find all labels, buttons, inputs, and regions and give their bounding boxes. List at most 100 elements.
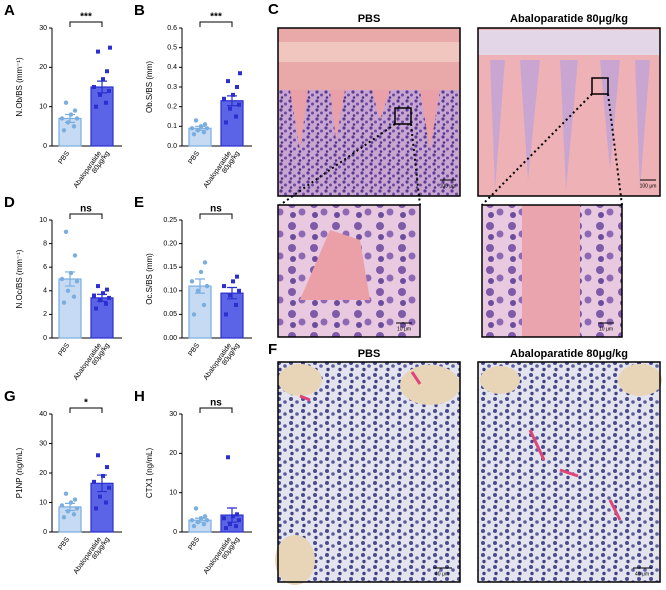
y-tick-label: 20 xyxy=(39,470,47,477)
y-tick-label: 0.10 xyxy=(163,288,177,295)
data-point xyxy=(104,301,108,306)
data-point xyxy=(68,500,74,505)
y-axis-label: Ob.S/BS (mm) xyxy=(145,61,154,113)
data-point xyxy=(191,312,197,317)
data-point xyxy=(237,518,241,523)
data-point xyxy=(228,293,232,298)
data-point xyxy=(71,512,77,517)
scale-label: 40 μm xyxy=(635,571,649,577)
data-point xyxy=(107,88,111,93)
data-point xyxy=(104,500,108,505)
panel-label: H xyxy=(134,388,145,405)
data-point xyxy=(94,104,98,109)
scale-label: 100 μm xyxy=(440,183,457,189)
data-point xyxy=(104,100,108,105)
y-tick-label: 10 xyxy=(39,217,47,224)
y-tick-label: 0.20 xyxy=(163,240,177,247)
y-axis-label: P1NP (ng/mL) xyxy=(15,447,24,498)
data-point xyxy=(234,524,238,529)
data-point xyxy=(228,106,232,111)
significance-bracket xyxy=(199,407,233,413)
x-tick-label: PBS xyxy=(187,536,201,552)
y-tick-label: 8 xyxy=(43,240,47,247)
data-point xyxy=(198,269,204,275)
data-point xyxy=(191,523,197,529)
ihc-image xyxy=(477,361,662,583)
y-tick-label: 0.00 xyxy=(163,335,177,342)
data-point xyxy=(61,300,67,305)
data-point xyxy=(92,479,96,484)
panel-label: E xyxy=(134,194,144,211)
significance-label: ns xyxy=(80,204,92,215)
histology-image xyxy=(477,27,661,197)
data-point xyxy=(224,526,228,531)
y-tick-label: 2 xyxy=(43,311,47,318)
significance-label: *** xyxy=(80,12,92,23)
data-point xyxy=(71,124,77,129)
data-point xyxy=(98,298,102,303)
image-title: PBS xyxy=(358,13,381,25)
y-tick-label: 30 xyxy=(169,411,177,418)
bar xyxy=(90,297,114,339)
significance-bracket xyxy=(69,213,103,219)
bar xyxy=(58,278,82,339)
data-point xyxy=(204,518,210,523)
data-point xyxy=(65,509,71,514)
data-point xyxy=(237,288,241,293)
data-point xyxy=(195,128,201,133)
scale-label: 100 μm xyxy=(640,183,657,189)
data-point xyxy=(107,295,111,300)
data-point xyxy=(63,229,69,234)
y-axis-label: N.Ob/BS (mm⁻¹) xyxy=(15,57,24,117)
data-point xyxy=(59,503,65,508)
image-title: Abaloparatide 80μg/kg xyxy=(510,348,628,360)
y-tick-label: 0.5 xyxy=(167,45,177,52)
data-point xyxy=(195,288,201,293)
y-tick-label: 30 xyxy=(39,25,47,32)
x-tick-label: PBS xyxy=(57,342,71,358)
panel-label: F xyxy=(268,341,277,358)
data-point xyxy=(234,302,238,307)
data-point xyxy=(98,92,102,97)
data-point xyxy=(204,126,210,131)
y-tick-label: 0.2 xyxy=(167,104,177,111)
data-point xyxy=(92,85,96,89)
significance-label: *** xyxy=(210,12,222,23)
data-point xyxy=(61,128,67,133)
ihc-image xyxy=(275,361,461,585)
y-tick-label: 0.6 xyxy=(167,25,177,32)
y-tick-label: 10 xyxy=(39,499,47,506)
data-point xyxy=(59,116,65,121)
data-point xyxy=(201,302,207,308)
x-tick-label: PBS xyxy=(187,150,201,166)
data-point xyxy=(59,276,65,282)
data-point xyxy=(108,45,112,50)
data-point xyxy=(63,491,69,496)
zoom-image xyxy=(481,204,623,338)
y-tick-label: 0 xyxy=(43,335,47,342)
y-tick-label: 0.1 xyxy=(167,123,177,130)
data-point xyxy=(201,130,207,135)
data-point xyxy=(193,118,199,123)
data-point xyxy=(195,519,201,525)
x-tick-label: PBS xyxy=(57,150,71,166)
x-tick-label: PBS xyxy=(57,536,71,552)
histology-image xyxy=(277,27,461,197)
significance-bracket xyxy=(69,407,103,413)
image-title: PBS xyxy=(358,348,381,360)
data-point xyxy=(189,518,195,523)
data-point xyxy=(72,497,78,502)
panel-label: D xyxy=(4,194,15,211)
data-point xyxy=(204,283,210,289)
x-tick-label: PBS xyxy=(187,342,201,358)
data-point xyxy=(96,284,100,289)
data-point xyxy=(101,77,105,82)
zoom-image xyxy=(277,204,421,338)
data-point xyxy=(189,126,195,131)
data-point xyxy=(72,253,78,258)
y-tick-label: 0 xyxy=(43,143,47,150)
y-tick-label: 0.25 xyxy=(163,217,177,224)
y-tick-label: 0.05 xyxy=(163,311,177,318)
y-tick-label: 0.0 xyxy=(167,143,177,150)
